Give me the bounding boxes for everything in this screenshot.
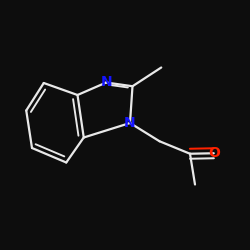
Text: N: N [100,76,112,90]
Text: O: O [208,146,220,160]
Text: N: N [124,116,136,130]
